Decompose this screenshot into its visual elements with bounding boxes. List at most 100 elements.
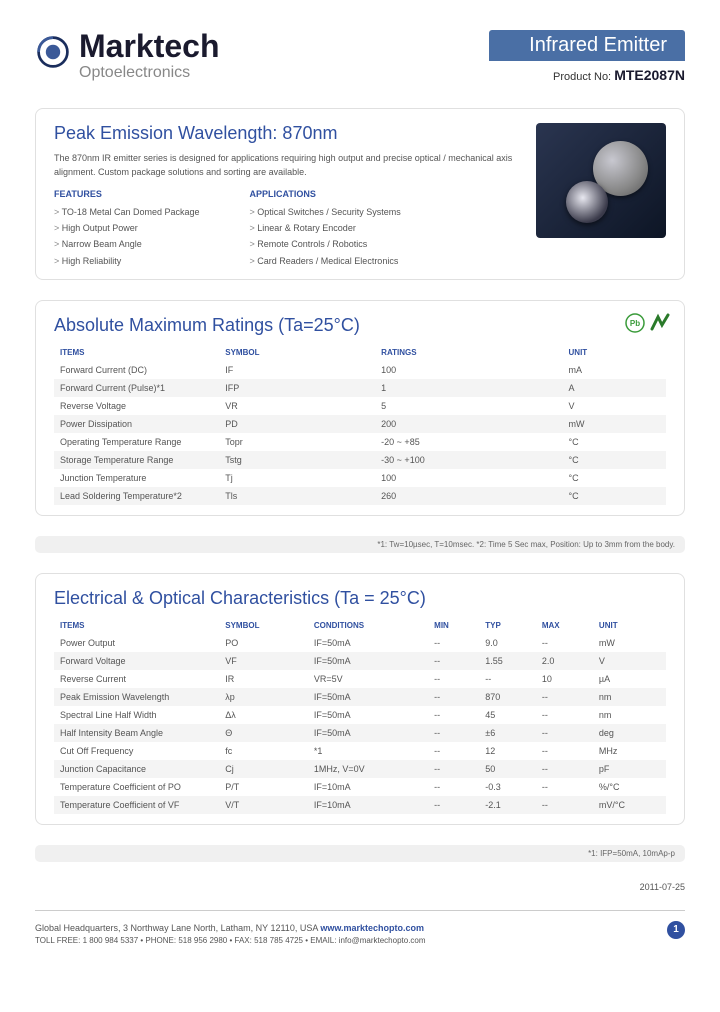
table-cell: Junction Temperature [54,469,219,487]
table-cell: IF=50mA [308,634,428,652]
table-cell: -- [536,634,593,652]
electrical-footnote: *1: IFP=50mA, 10mAp-p [35,845,685,862]
table-header: TYP [479,617,536,634]
table-cell: deg [593,724,666,742]
footer-url[interactable]: www.marktechopto.com [320,923,424,933]
table-cell: VF [219,652,308,670]
table-cell: λp [219,688,308,706]
table-cell: 870 [479,688,536,706]
app-item: Linear & Rotary Encoder [250,220,401,236]
table-cell: V [593,652,666,670]
ratings-title: Absolute Maximum Ratings (Ta=25°C) [54,315,666,336]
table-cell: nm [593,706,666,724]
footer-address-text: Global Headquarters, 3 Northway Lane Nor… [35,923,320,933]
table-cell: A [563,379,666,397]
table-cell: -- [536,778,593,796]
footer-contacts: TOLL FREE: 1 800 984 5337 • PHONE: 518 9… [35,935,426,948]
table-cell: -20 ~ +85 [375,433,562,451]
table-cell: °C [563,469,666,487]
table-cell: Forward Current (DC) [54,361,219,379]
table-cell: 1 [375,379,562,397]
svg-text:Pb: Pb [630,319,640,328]
table-cell: Half Intensity Beam Angle [54,724,219,742]
table-cell: -- [428,760,479,778]
table-cell: -- [428,778,479,796]
table-cell: Tstg [219,451,375,469]
footer: Global Headquarters, 3 Northway Lane Nor… [35,910,685,948]
table-row: Storage Temperature RangeTstg-30 ~ +100°… [54,451,666,469]
table-cell: Power Dissipation [54,415,219,433]
table-cell: 5 [375,397,562,415]
table-header: SYMBOL [219,344,375,361]
table-cell: µA [593,670,666,688]
table-cell: P/T [219,778,308,796]
table-cell: IF=50mA [308,688,428,706]
feature-item: TO-18 Metal Can Domed Package [54,204,200,220]
app-item: Card Readers / Medical Electronics [250,253,401,269]
features-heading: FEATURES [54,189,200,199]
table-cell: V/T [219,796,308,814]
table-cell: Forward Current (Pulse)*1 [54,379,219,397]
electrical-panel: Electrical & Optical Characteristics (Ta… [35,573,685,825]
logo-block: Marktech Optoelectronics [35,30,220,82]
table-header: ITEMS [54,344,219,361]
table-cell: -- [428,796,479,814]
table-row: Temperature Coefficient of VFV/TIF=10mA-… [54,796,666,814]
intro-title: Peak Emission Wavelength: 870nm [54,123,524,144]
table-cell: 50 [479,760,536,778]
table-cell: ±6 [479,724,536,742]
table-cell: nm [593,688,666,706]
apps-heading: APPLICATIONS [250,189,401,199]
table-cell: °C [563,451,666,469]
table-cell: mW [593,634,666,652]
table-cell: mW [563,415,666,433]
table-cell: -- [536,760,593,778]
table-cell: °C [563,487,666,505]
table-cell: -30 ~ +100 [375,451,562,469]
table-header: UNIT [563,344,666,361]
table-cell: 2.0 [536,652,593,670]
table-cell: IF=10mA [308,778,428,796]
table-cell: 1.55 [479,652,536,670]
table-row: Operating Temperature RangeTopr-20 ~ +85… [54,433,666,451]
table-row: Power OutputPOIF=50mA--9.0--mW [54,634,666,652]
table-row: Forward VoltageVFIF=50mA--1.552.0V [54,652,666,670]
table-row: Junction CapacitanceCj1MHz, V=0V--50--pF [54,760,666,778]
table-cell: -- [428,742,479,760]
table-cell: -- [428,706,479,724]
table-cell: Lead Soldering Temperature*2 [54,487,219,505]
table-header: MIN [428,617,479,634]
table-cell: IF=50mA [308,652,428,670]
table-header: SYMBOL [219,617,308,634]
table-cell: IF [219,361,375,379]
table-cell: -- [536,724,593,742]
product-no-line: Product No: MTE2087N [489,67,685,83]
table-cell: Topr [219,433,375,451]
product-title: Infrared Emitter [489,30,685,61]
table-cell: -- [428,634,479,652]
table-cell: pF [593,760,666,778]
table-cell: 200 [375,415,562,433]
table-cell: IF=50mA [308,706,428,724]
table-cell: Power Output [54,634,219,652]
table-cell: -0.3 [479,778,536,796]
table-cell: Cj [219,760,308,778]
table-cell: 1MHz, V=0V [308,760,428,778]
electrical-table: ITEMSSYMBOLCONDITIONSMINTYPMAXUNIT Power… [54,617,666,814]
table-cell: Junction Capacitance [54,760,219,778]
table-header: UNIT [593,617,666,634]
intro-panel: Peak Emission Wavelength: 870nm The 870n… [35,108,685,280]
footer-address: Global Headquarters, 3 Northway Lane Nor… [35,921,426,935]
table-cell: Temperature Coefficient of PO [54,778,219,796]
brand-tagline: Optoelectronics [79,64,220,82]
table-cell: Reverse Voltage [54,397,219,415]
product-image [536,123,666,238]
app-item: Optical Switches / Security Systems [250,204,401,220]
table-cell: -- [536,688,593,706]
table-cell: -- [428,724,479,742]
table-row: Temperature Coefficient of POP/TIF=10mA-… [54,778,666,796]
table-header: MAX [536,617,593,634]
table-cell: Spectral Line Half Width [54,706,219,724]
table-cell: PO [219,634,308,652]
table-cell: V [563,397,666,415]
